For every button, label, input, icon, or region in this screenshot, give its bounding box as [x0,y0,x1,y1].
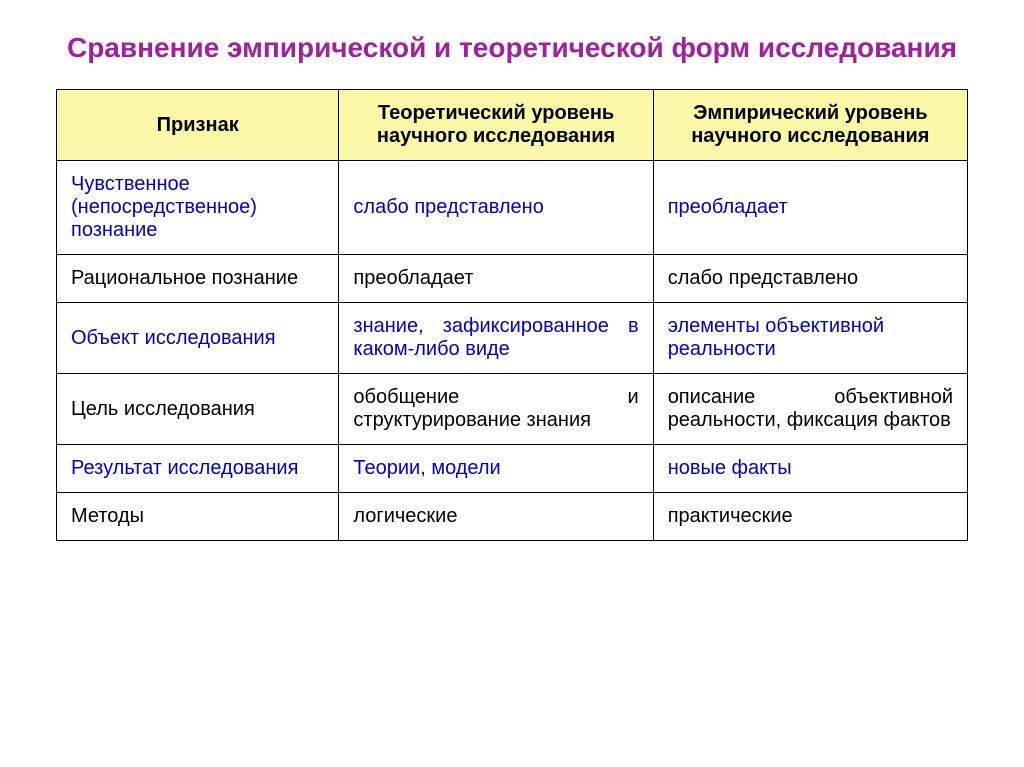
col-header-empirical: Эмпирический уровень научного исследован… [653,90,967,161]
table-row: Чувственное (непосредственное) познаниес… [57,161,968,255]
cell-attribute: Объект исследования [57,303,339,374]
cell-empirical: слабо представлено [653,255,967,303]
table-header-row: Признак Теоретический уровень научного и… [57,90,968,161]
cell-empirical: преобладает [653,161,967,255]
slide-title: Сравнение эмпирической и теоретической ф… [56,30,968,65]
cell-attribute: Рациональное познание [57,255,339,303]
table-row: Цель исследованияобобщение и структуриро… [57,374,968,445]
table-row: Рациональное познаниепреобладаетслабо пр… [57,255,968,303]
cell-theoretical: знание, зафиксированное в каком-либо вид… [339,303,653,374]
comparison-table: Признак Теоретический уровень научного и… [56,89,968,541]
table-row: Объект исследованиязнание, зафиксированн… [57,303,968,374]
cell-empirical: описание объективной реальности, фиксаци… [653,374,967,445]
cell-theoretical: преобладает [339,255,653,303]
cell-theoretical: логические [339,493,653,541]
table-row: Методылогическиепрактические [57,493,968,541]
cell-attribute: Цель исследования [57,374,339,445]
cell-theoretical: слабо представлено [339,161,653,255]
cell-empirical: элементы объективной реальности [653,303,967,374]
col-header-theoretical: Теоретический уровень научного исследова… [339,90,653,161]
cell-theoretical: обобщение и структурирование знания [339,374,653,445]
table-row: Результат исследованияТеории, моделиновы… [57,445,968,493]
col-header-attribute: Признак [57,90,339,161]
cell-attribute: Методы [57,493,339,541]
cell-empirical: практические [653,493,967,541]
cell-empirical: новые факты [653,445,967,493]
table-body: Чувственное (непосредственное) познаниес… [57,161,968,541]
cell-theoretical: Теории, модели [339,445,653,493]
cell-attribute: Чувственное (непосредственное) познание [57,161,339,255]
cell-attribute: Результат исследования [57,445,339,493]
